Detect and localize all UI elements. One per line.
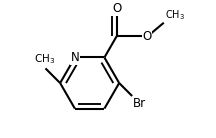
Text: CH$_3$: CH$_3$ <box>165 8 185 22</box>
Text: N: N <box>70 51 79 64</box>
Text: O: O <box>142 30 152 43</box>
Text: O: O <box>112 2 121 14</box>
Text: CH$_3$: CH$_3$ <box>34 52 55 66</box>
Text: Br: Br <box>133 97 146 110</box>
